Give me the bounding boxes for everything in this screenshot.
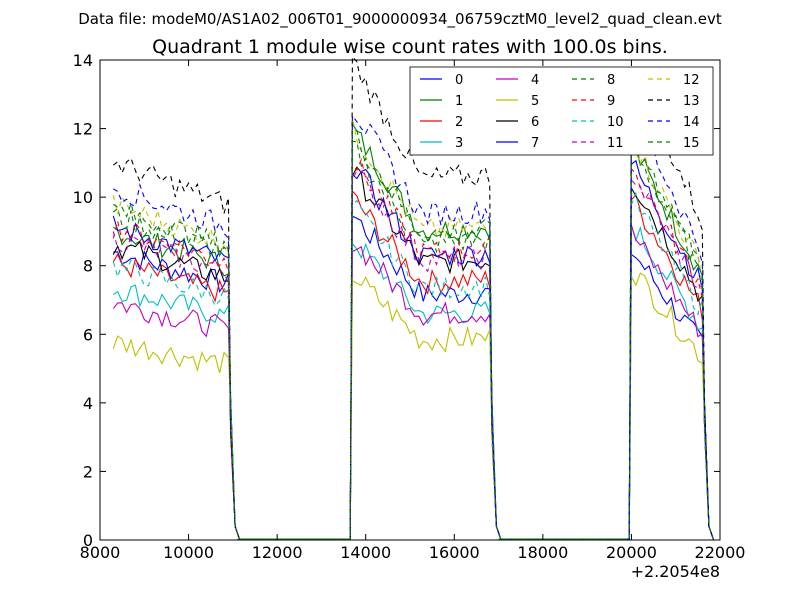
y-tick-label: 0 — [83, 531, 93, 550]
series-line-0 — [113, 215, 714, 540]
series-line-14 — [113, 113, 714, 540]
legend-label: 12 — [683, 73, 700, 88]
legend-label: 6 — [531, 115, 539, 130]
x-tick-label: 18000 — [517, 543, 568, 562]
legend-label: 14 — [683, 115, 700, 130]
y-tick-label: 2 — [83, 462, 93, 481]
legend-label: 15 — [683, 136, 700, 151]
y-tick-label: 4 — [83, 394, 93, 413]
legend-label: 3 — [455, 136, 463, 151]
legend-label: 7 — [531, 136, 539, 151]
x-offset-label: +2.2054e8 — [631, 562, 720, 581]
legend-box — [409, 66, 714, 156]
legend-label: 9 — [607, 94, 615, 109]
legend-label: 5 — [531, 94, 539, 109]
chart-title: Quadrant 1 module wise count rates with … — [152, 36, 668, 58]
series-line-9 — [112, 157, 714, 540]
legend-label: 4 — [531, 73, 539, 88]
chart-suptitle: Data file: modeM0/AS1A02_006T01_90000009… — [78, 10, 722, 29]
series-line-7 — [112, 159, 714, 540]
y-tick-label: 8 — [83, 257, 93, 276]
legend-label: 2 — [455, 115, 463, 130]
x-tick-label: 14000 — [340, 543, 391, 562]
axis-ticks: 8000 10000 12000 14000 16000 18000 20000 22000 0… — [73, 51, 746, 562]
plot-frame — [99, 59, 721, 541]
legend-label: 11 — [607, 136, 624, 151]
series-line-5 — [112, 272, 714, 540]
x-tick-label: 8000 — [80, 543, 121, 562]
legend-label: 10 — [607, 115, 624, 130]
series-line-12 — [112, 117, 714, 540]
y-tick-label: 6 — [83, 325, 93, 344]
series-line-11 — [112, 170, 714, 540]
series-line-15 — [112, 126, 714, 540]
x-tick-label: 16000 — [429, 543, 480, 562]
y-tick-label: 14 — [73, 51, 93, 70]
x-tick-label: 10000 — [163, 543, 214, 562]
legend-label: 1 — [455, 94, 463, 109]
y-tick-label: 12 — [73, 120, 93, 139]
legend-label: 13 — [683, 94, 700, 109]
series-line-10 — [112, 191, 714, 540]
x-tick-label: 20000 — [606, 543, 657, 562]
y-tick-label: 10 — [73, 188, 93, 207]
series-line-2 — [112, 189, 714, 540]
series-line-13 — [112, 55, 714, 540]
x-tick-label: 22000 — [695, 543, 746, 562]
legend-label: 8 — [607, 73, 615, 88]
series-line-3 — [112, 225, 714, 540]
x-tick-label: 12000 — [252, 543, 303, 562]
series-line-8 — [112, 140, 714, 540]
series-line-4 — [112, 225, 714, 540]
legend-label: 0 — [455, 73, 463, 88]
